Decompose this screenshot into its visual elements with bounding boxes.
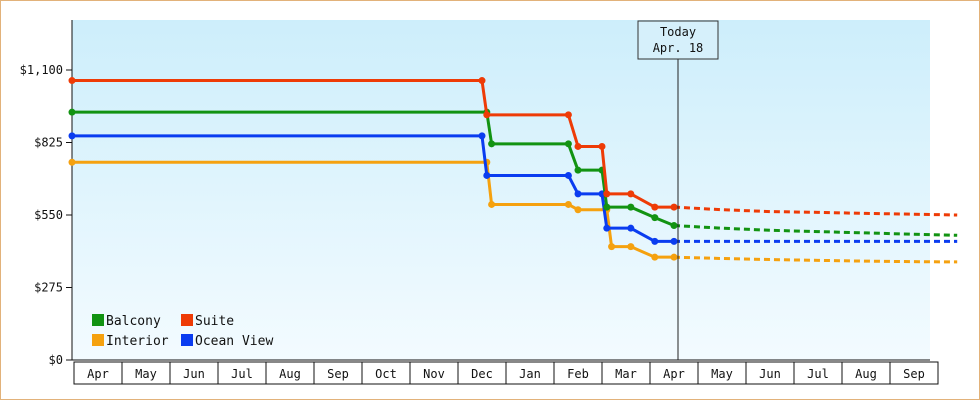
series-interior-point xyxy=(68,158,76,166)
series-suite-point xyxy=(68,77,76,85)
x-tick-label: Jan xyxy=(519,367,541,381)
series-ocean-view-point xyxy=(627,224,635,232)
series-ocean-view-point xyxy=(68,132,76,140)
legend-label-interior: Interior xyxy=(106,334,169,349)
x-tick-label: Apr xyxy=(87,367,109,381)
y-tick-label: $550 xyxy=(34,208,63,222)
today-marker: Today Apr. 18 xyxy=(637,20,719,360)
series-layer xyxy=(68,77,958,264)
legend-label-ocean-view: Ocean View xyxy=(195,334,273,349)
series-balcony-point xyxy=(68,108,76,116)
legend-label-suite: Suite xyxy=(195,314,234,329)
series-suite-line xyxy=(72,79,674,209)
series-balcony-line xyxy=(72,110,675,227)
series-interior-point xyxy=(564,200,572,208)
y-tick-label: $825 xyxy=(34,136,63,150)
series-interior-line xyxy=(72,160,674,259)
plot-area xyxy=(72,20,930,360)
legend-label-balcony: Balcony xyxy=(106,314,161,329)
series-ocean-view-point xyxy=(564,171,572,179)
series-interior-point xyxy=(574,206,582,214)
series-ocean-view-point xyxy=(603,224,611,232)
series-suite-point xyxy=(598,142,606,150)
today-box xyxy=(637,20,719,60)
series-ocean-view-line xyxy=(72,134,674,243)
series-balcony-point xyxy=(651,214,659,222)
series-interior-point xyxy=(608,243,616,251)
series-suite-point xyxy=(670,203,678,211)
series-interior-point xyxy=(627,243,635,251)
series-suite-point xyxy=(651,203,659,211)
series-balcony-point xyxy=(574,166,582,174)
today-label: Today xyxy=(660,25,696,39)
series-suite-point xyxy=(574,142,582,150)
series-balcony-point xyxy=(564,140,572,148)
x-tick-label: Apr xyxy=(663,367,685,381)
x-tick-label: Jul xyxy=(807,367,829,381)
series-balcony-point xyxy=(603,203,611,211)
today-date: Apr. 18 xyxy=(653,41,704,55)
axes: Apr May Jun Jul Aug Sep Oct Nov Dec Jan Feb Mar Apr M… xyxy=(20,20,939,385)
x-tick-label: Jul xyxy=(231,367,253,381)
legend-swatch-suite xyxy=(181,314,193,326)
series-balcony-point xyxy=(488,140,496,148)
y-tick-label: $0 xyxy=(49,353,63,367)
series-interior-point xyxy=(651,253,659,261)
series-suite-point xyxy=(627,190,635,198)
legend-swatch-interior xyxy=(92,334,104,346)
series-suite-projection xyxy=(673,205,958,217)
x-tick-label: Sep xyxy=(903,367,925,381)
series-balcony-point xyxy=(627,203,635,211)
series-balcony-projection xyxy=(673,224,958,237)
series-ocean-view xyxy=(68,132,958,245)
series-suite-point xyxy=(564,111,572,119)
series-balcony-point xyxy=(670,222,678,230)
x-tick-label: Aug xyxy=(855,367,877,381)
x-tick-label: Mar xyxy=(615,367,637,381)
series-ocean-view-point xyxy=(574,190,582,198)
series-interior xyxy=(68,158,958,264)
series-balcony xyxy=(68,108,958,237)
series-ocean-view-point xyxy=(483,171,491,179)
series-interior-point xyxy=(488,200,496,208)
series-ocean-view-point xyxy=(670,237,678,245)
x-tick-label: Aug xyxy=(279,367,301,381)
x-tick-label: May xyxy=(711,367,733,381)
legend-swatch-balcony xyxy=(92,314,104,326)
x-tick-label: Dec xyxy=(471,367,493,381)
legend-swatch-ocean-view xyxy=(181,334,193,346)
x-tick-label: Jun xyxy=(759,367,781,381)
series-ocean-view-point xyxy=(478,132,486,140)
x-tick-box xyxy=(889,361,939,385)
x-tick-label: Feb xyxy=(567,367,589,381)
x-tick-label: Oct xyxy=(375,367,397,381)
series-suite xyxy=(68,77,958,217)
x-tick-label: Jun xyxy=(183,367,205,381)
series-interior-projection xyxy=(673,255,958,264)
y-tick-label: $1,100 xyxy=(20,63,63,77)
series-ocean-view-point xyxy=(651,237,659,245)
series-suite-point xyxy=(483,111,491,119)
x-tick-label: Nov xyxy=(423,367,445,381)
series-interior-point xyxy=(670,253,678,261)
x-tick-label: May xyxy=(135,367,157,381)
y-tick-label: $275 xyxy=(34,281,63,295)
legend: Balcony Suite Interior Ocean View xyxy=(92,314,273,349)
series-suite-point xyxy=(478,77,486,85)
series-suite-point xyxy=(603,190,611,198)
x-tick-label: Sep xyxy=(327,367,349,381)
